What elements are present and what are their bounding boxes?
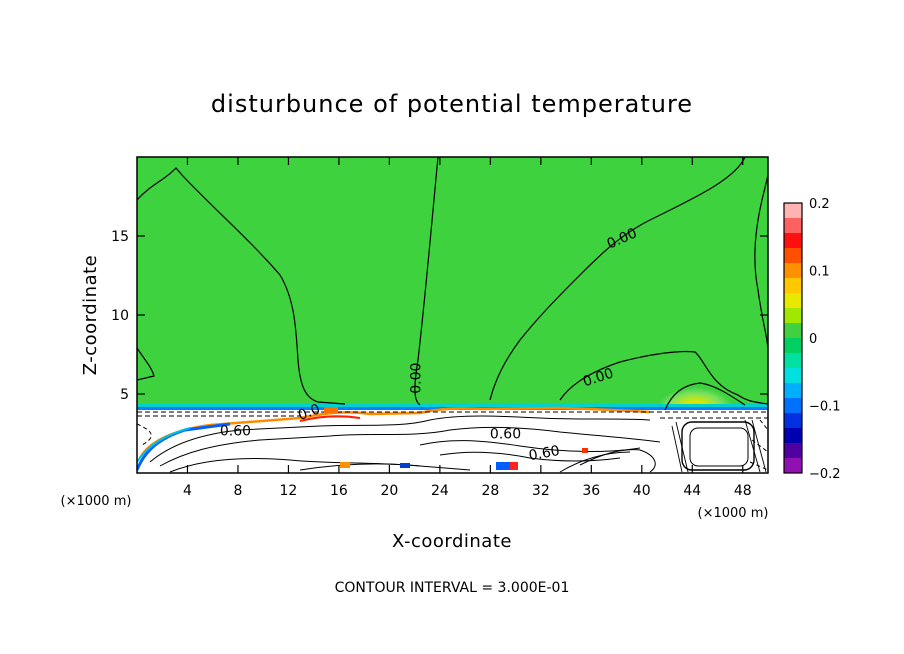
contour-label-3: 0.60 — [220, 424, 251, 440]
colorbar-swatch-1 — [784, 218, 802, 234]
contour-label-text-5: 0.60 — [528, 443, 561, 464]
warm-edge-contour-red — [299, 415, 361, 422]
chart-title: disturbunce of potential temperature — [211, 90, 693, 118]
bl-contour-3 — [439, 451, 621, 462]
contour-line-5 — [559, 350, 768, 405]
top-blob-orange — [324, 407, 338, 413]
colorbar-tick-label-1: 0.1 — [809, 265, 830, 280]
contour-interval-label: CONTOUR INTERVAL = 3.000E-01 — [335, 580, 570, 596]
ground-blob-red — [510, 462, 518, 470]
contour-label-5: 0.60 — [528, 443, 561, 464]
contour-label-4: 0.60 — [490, 427, 521, 443]
colorbar-swatch-8 — [784, 323, 802, 339]
y-axis-unit: (×1000 m) — [61, 494, 132, 509]
colorbar-tick-label-4: −0.2 — [809, 467, 841, 482]
x-tick-label-0: 4 — [183, 483, 192, 499]
colorbar-swatch-15 — [784, 428, 802, 444]
cold-edge-left-cyan — [137, 427, 191, 463]
ground-blob-orange — [340, 462, 350, 468]
contour-line-1 — [414, 157, 439, 406]
x-tick-label-1: 8 — [233, 483, 242, 499]
x-tick-label-6: 28 — [481, 483, 499, 499]
contour-label-text-4: 0.60 — [490, 427, 521, 443]
dashed-contour-3 — [137, 423, 152, 447]
x-axis: 4 8 12 16 20 24 28 32 36 40 44 48 — [183, 157, 752, 499]
colorbar: 0.2 0.1 0 −0.1 −0.2 — [783, 197, 841, 482]
ground-blob-blue-2 — [400, 463, 410, 468]
contour-label-6: 0.0 — [296, 401, 322, 424]
y-axis: 5 10 15 — [111, 229, 768, 403]
colorbar-tick-label-2: 0 — [809, 332, 817, 347]
ground-blob-red-2 — [582, 448, 588, 453]
x-tick-label-10: 44 — [683, 483, 701, 499]
x-tick-label-8: 36 — [582, 483, 600, 499]
x-tick-label-5: 24 — [431, 483, 449, 499]
contour-line-6 — [664, 382, 746, 411]
contour-label-text-3: 0.60 — [220, 424, 251, 440]
colorbar-swatch-3 — [784, 248, 802, 264]
contour-label-1: 0.00 — [408, 363, 424, 394]
colorbar-swatch-14 — [784, 413, 802, 429]
colorbar-tick-label-3: −0.1 — [809, 400, 841, 415]
x-axis-unit: (×1000 m) — [698, 506, 769, 521]
y-tick-label-0: 5 — [120, 387, 129, 403]
contour-label-text-6: 0.0 — [296, 401, 322, 424]
y-tick-label-1: 10 — [111, 308, 129, 324]
contour-line-0 — [137, 167, 346, 405]
colorbar-swatch-12 — [784, 383, 802, 399]
bl-contour-5 — [299, 463, 471, 471]
cold-pool-box-inner — [689, 427, 749, 467]
x-tick-label-4: 20 — [380, 483, 398, 499]
x-axis-label: X-coordinate — [392, 531, 512, 552]
x-tick-label-9: 40 — [633, 483, 651, 499]
x-tick-label-7: 32 — [532, 483, 550, 499]
colorbar-swatch-10 — [784, 353, 802, 369]
y-tick-label-2: 15 — [111, 229, 129, 245]
contour-line-4 — [137, 347, 155, 381]
colorbar-swatch-9 — [784, 338, 802, 354]
x-tick-label-11: 48 — [734, 483, 752, 499]
colorbar-swatch-13 — [784, 398, 802, 414]
colorbar-swatch-7 — [784, 308, 802, 324]
colorbar-swatch-11 — [784, 368, 802, 384]
colorbar-swatch-17 — [784, 458, 802, 474]
plot-area — [137, 157, 768, 473]
bl-contour-7 — [559, 451, 631, 473]
x-tick-label-3: 16 — [330, 483, 348, 499]
x-tick-label-2: 12 — [280, 483, 298, 499]
contour-label-text-1: 0.00 — [408, 363, 424, 394]
colorbar-swatch-4 — [784, 263, 802, 279]
bl-contour-2 — [419, 440, 641, 453]
colorbar-swatch-6 — [784, 293, 802, 309]
colorbar-tick-label-0: 0.2 — [809, 197, 830, 212]
lower-layer-region — [137, 410, 768, 473]
colorbar-swatch-5 — [784, 278, 802, 294]
colorbar-swatch-2 — [784, 233, 802, 249]
bl-contour-6 — [579, 449, 656, 473]
y-axis-label: Z-coordinate — [80, 255, 101, 376]
contour-line-2 — [489, 157, 746, 401]
inversion-band-cyan — [137, 404, 768, 408]
colorbar-frame — [783, 202, 803, 474]
contour-line-3 — [754, 174, 768, 351]
bl-contour-0 — [149, 415, 651, 463]
ground-blob-blue — [496, 462, 510, 470]
colorbar-swatch-16 — [784, 443, 802, 459]
colorbar-swatch-0 — [784, 203, 802, 219]
bl-contour-1 — [159, 426, 661, 467]
cold-pool-hatching — [671, 419, 767, 473]
